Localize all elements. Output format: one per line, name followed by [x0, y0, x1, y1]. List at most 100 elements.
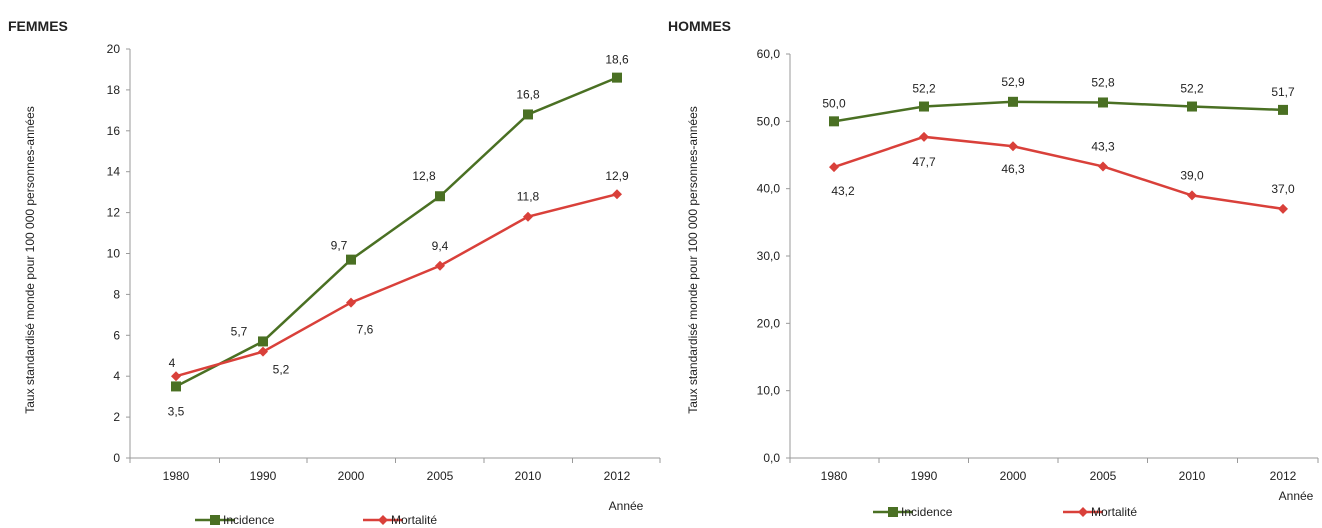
y-tick-label: 2 — [113, 410, 120, 424]
data-label: 12,9 — [605, 169, 629, 183]
y-tick-label: 8 — [113, 287, 120, 301]
data-point-diamond — [612, 189, 622, 200]
legend-item: Incidence — [873, 505, 953, 519]
data-label: 16,8 — [516, 87, 540, 101]
x-tick-label: 1980 — [821, 469, 848, 483]
x-tick-label: 2012 — [1270, 469, 1297, 483]
series-line — [175, 76, 618, 388]
data-label: 12,8 — [412, 169, 436, 183]
data-point-square — [1008, 96, 1018, 107]
data-point-diamond — [1278, 203, 1288, 214]
legend-label: Mortalité — [1091, 505, 1137, 519]
x-tick-label: 1990 — [250, 469, 277, 483]
x-tick-label: 2005 — [427, 469, 454, 483]
series-line — [833, 135, 1284, 211]
y-tick-label: 10 — [107, 247, 121, 261]
legend-item: Mortalité — [1063, 505, 1137, 519]
data-point-diamond — [258, 346, 268, 357]
legend-label: Mortalité — [391, 513, 437, 527]
x-tick-label: 2000 — [1000, 469, 1027, 483]
series-mortalite: 4 5,2 7,6 9,4 11,8 12,9 — [169, 169, 629, 382]
y-tick-label: 18 — [107, 83, 121, 97]
data-label: 43,3 — [1091, 139, 1115, 153]
data-label: 52,9 — [1001, 75, 1025, 89]
legend-marker-diamond — [1078, 507, 1088, 517]
data-point-diamond — [1098, 161, 1108, 172]
series-mortalite: 43,2 47,7 46,3 43,3 39,0 37,0 — [829, 131, 1295, 214]
data-point-diamond — [171, 371, 181, 382]
x-tick-label: 2010 — [1179, 469, 1206, 483]
data-label: 5,7 — [231, 324, 248, 338]
y-tick-label: 14 — [107, 165, 121, 179]
x-tick-label: 2010 — [515, 469, 542, 483]
legend: Incidence Mortalité — [873, 505, 1137, 519]
x-tick-label: 1980 — [163, 469, 190, 483]
data-point-square — [1278, 104, 1288, 115]
data-point-diamond — [829, 162, 839, 173]
data-point-diamond — [1008, 141, 1018, 152]
data-point-square — [258, 336, 268, 347]
legend-marker-square — [888, 507, 898, 517]
data-label: 39,0 — [1180, 168, 1204, 182]
chart-title: HOMMES — [668, 18, 731, 34]
y-axis-title: Taux standardisé monde pour 100 000 pers… — [686, 106, 700, 414]
chart-title: FEMMES — [8, 18, 68, 34]
legend-label: Incidence — [901, 505, 953, 519]
y-tick-label: 20 — [107, 42, 121, 56]
legend-marker-diamond — [378, 515, 388, 525]
y-tick-label: 30,0 — [757, 249, 781, 263]
data-label: 50,0 — [822, 96, 846, 110]
series-line — [833, 100, 1284, 123]
x-axis-title: Année — [609, 499, 644, 513]
data-label: 52,8 — [1091, 75, 1115, 89]
chart-femmes: FEMMES 0 2 4 6 8 10 12 14 16 18 20 1980 1990 2000 2005 2… — [8, 18, 661, 527]
data-point-diamond — [919, 131, 929, 142]
data-label: 52,2 — [1180, 82, 1204, 96]
x-tick-label: 1990 — [911, 469, 938, 483]
data-label: 18,6 — [605, 53, 629, 67]
data-label: 46,3 — [1001, 162, 1025, 176]
y-tick-label: 4 — [113, 369, 120, 383]
x-axis-title: Année — [1279, 489, 1314, 503]
data-point-square — [1098, 97, 1108, 108]
data-label: 43,2 — [831, 184, 855, 198]
y-tick-label: 16 — [107, 124, 121, 138]
y-tick-label: 6 — [113, 328, 120, 342]
y-tick-label: 50,0 — [757, 114, 781, 128]
series-incidence: 50,0 52,2 52,9 52,8 52,2 51,7 — [822, 75, 1295, 127]
data-label: 47,7 — [912, 155, 936, 169]
y-tick-label: 20,0 — [757, 316, 781, 330]
data-label: 9,4 — [432, 239, 449, 253]
data-point-square — [829, 116, 839, 127]
y-tick-label: 40,0 — [757, 182, 781, 196]
data-label: 4 — [169, 356, 176, 370]
x-tick-label: 2005 — [1090, 469, 1117, 483]
y-axis-title: Taux standardisé monde pour 100 000 pers… — [23, 106, 37, 414]
data-point-square — [171, 381, 181, 392]
data-point-square — [919, 101, 929, 112]
data-label: 37,0 — [1271, 182, 1295, 196]
y-tick-label: 10,0 — [757, 384, 781, 398]
legend-item: Mortalité — [363, 513, 437, 527]
data-label: 9,7 — [331, 239, 348, 253]
y-tick-label: 60,0 — [757, 47, 781, 61]
data-point-square — [612, 72, 622, 83]
series-line — [175, 192, 618, 378]
series-incidence: 3,5 5,7 9,7 12,8 16,8 18,6 — [168, 53, 629, 419]
data-point-square — [435, 191, 445, 202]
data-point-diamond — [1187, 190, 1197, 201]
data-label: 52,2 — [912, 82, 936, 96]
data-label: 5,2 — [273, 363, 290, 377]
data-point-square — [346, 254, 356, 265]
data-point-square — [523, 109, 533, 120]
data-point-diamond — [523, 211, 533, 222]
y-tick-label: 0 — [113, 451, 120, 465]
data-point-square — [1187, 101, 1197, 112]
legend-label: Incidence — [223, 513, 275, 527]
x-tick-label: 2000 — [338, 469, 365, 483]
data-label: 11,8 — [517, 190, 540, 204]
data-label: 51,7 — [1271, 85, 1295, 99]
data-point-diamond — [346, 297, 356, 308]
legend-item: Incidence — [195, 513, 275, 527]
